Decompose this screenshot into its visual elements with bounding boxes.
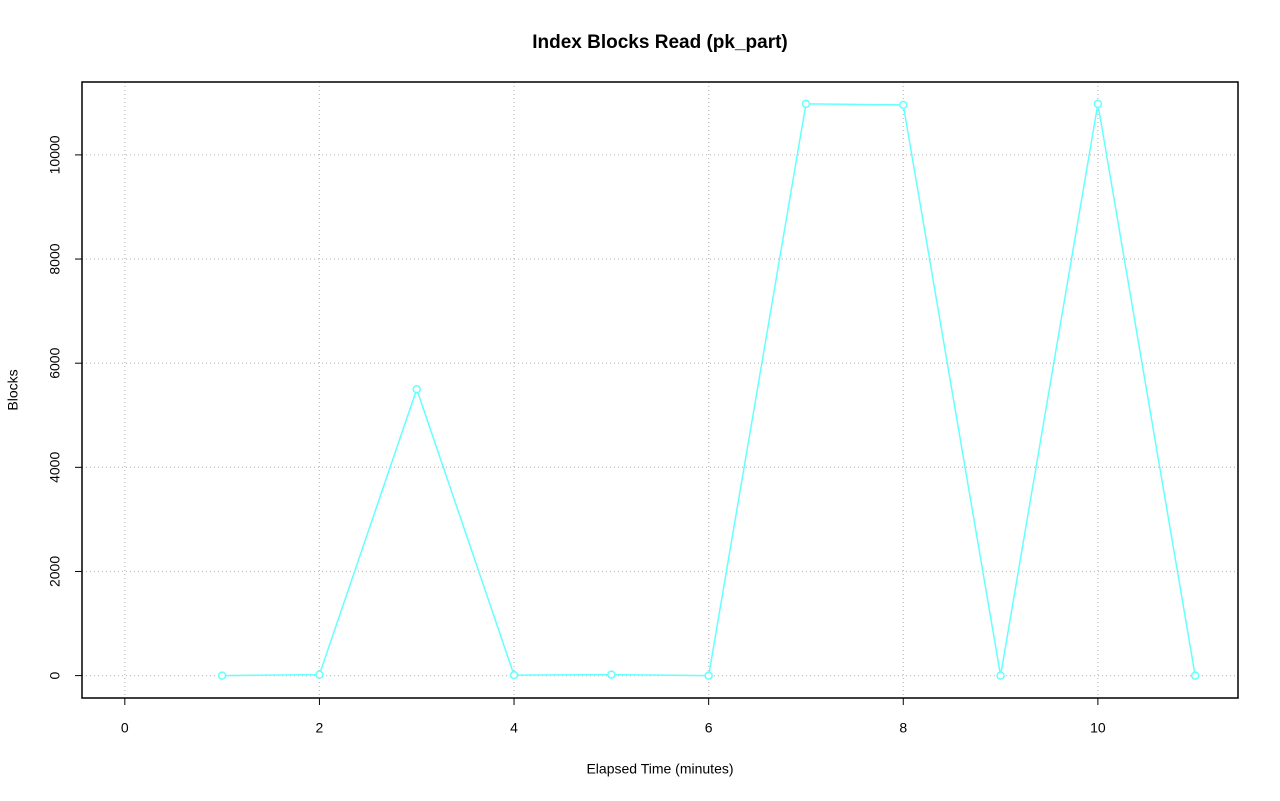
plot-frame: [81, 81, 1239, 699]
x-tick-label: 2: [316, 720, 324, 736]
y-tick-label: 10000: [47, 135, 63, 174]
x-tick-label: 6: [705, 720, 713, 736]
point: [315, 670, 324, 679]
x-axis-label: Elapsed Time (minutes): [586, 761, 733, 777]
point: [996, 671, 1005, 680]
y-tick-label: 0: [47, 672, 63, 680]
x-tick-label: 8: [899, 720, 907, 736]
y-tick-label: 4000: [47, 452, 63, 483]
point: [509, 670, 519, 680]
y-tick-label: 8000: [47, 243, 63, 274]
point: [412, 384, 421, 394]
point: [704, 671, 713, 680]
x-tick-label: 0: [121, 720, 129, 736]
point: [217, 671, 227, 680]
y-axis-label: Blocks: [5, 369, 21, 410]
y-tick-label: 6000: [47, 347, 63, 378]
x-tick-label: 4: [510, 720, 518, 736]
point: [607, 670, 616, 679]
point: [899, 100, 908, 110]
y-tick-label: 2000: [47, 556, 63, 587]
chart-title: Index Blocks Read (pk_part): [532, 32, 788, 53]
x-tick-label: 10: [1090, 720, 1106, 736]
point: [801, 99, 811, 109]
point: [1093, 99, 1103, 109]
point: [1190, 671, 1200, 680]
